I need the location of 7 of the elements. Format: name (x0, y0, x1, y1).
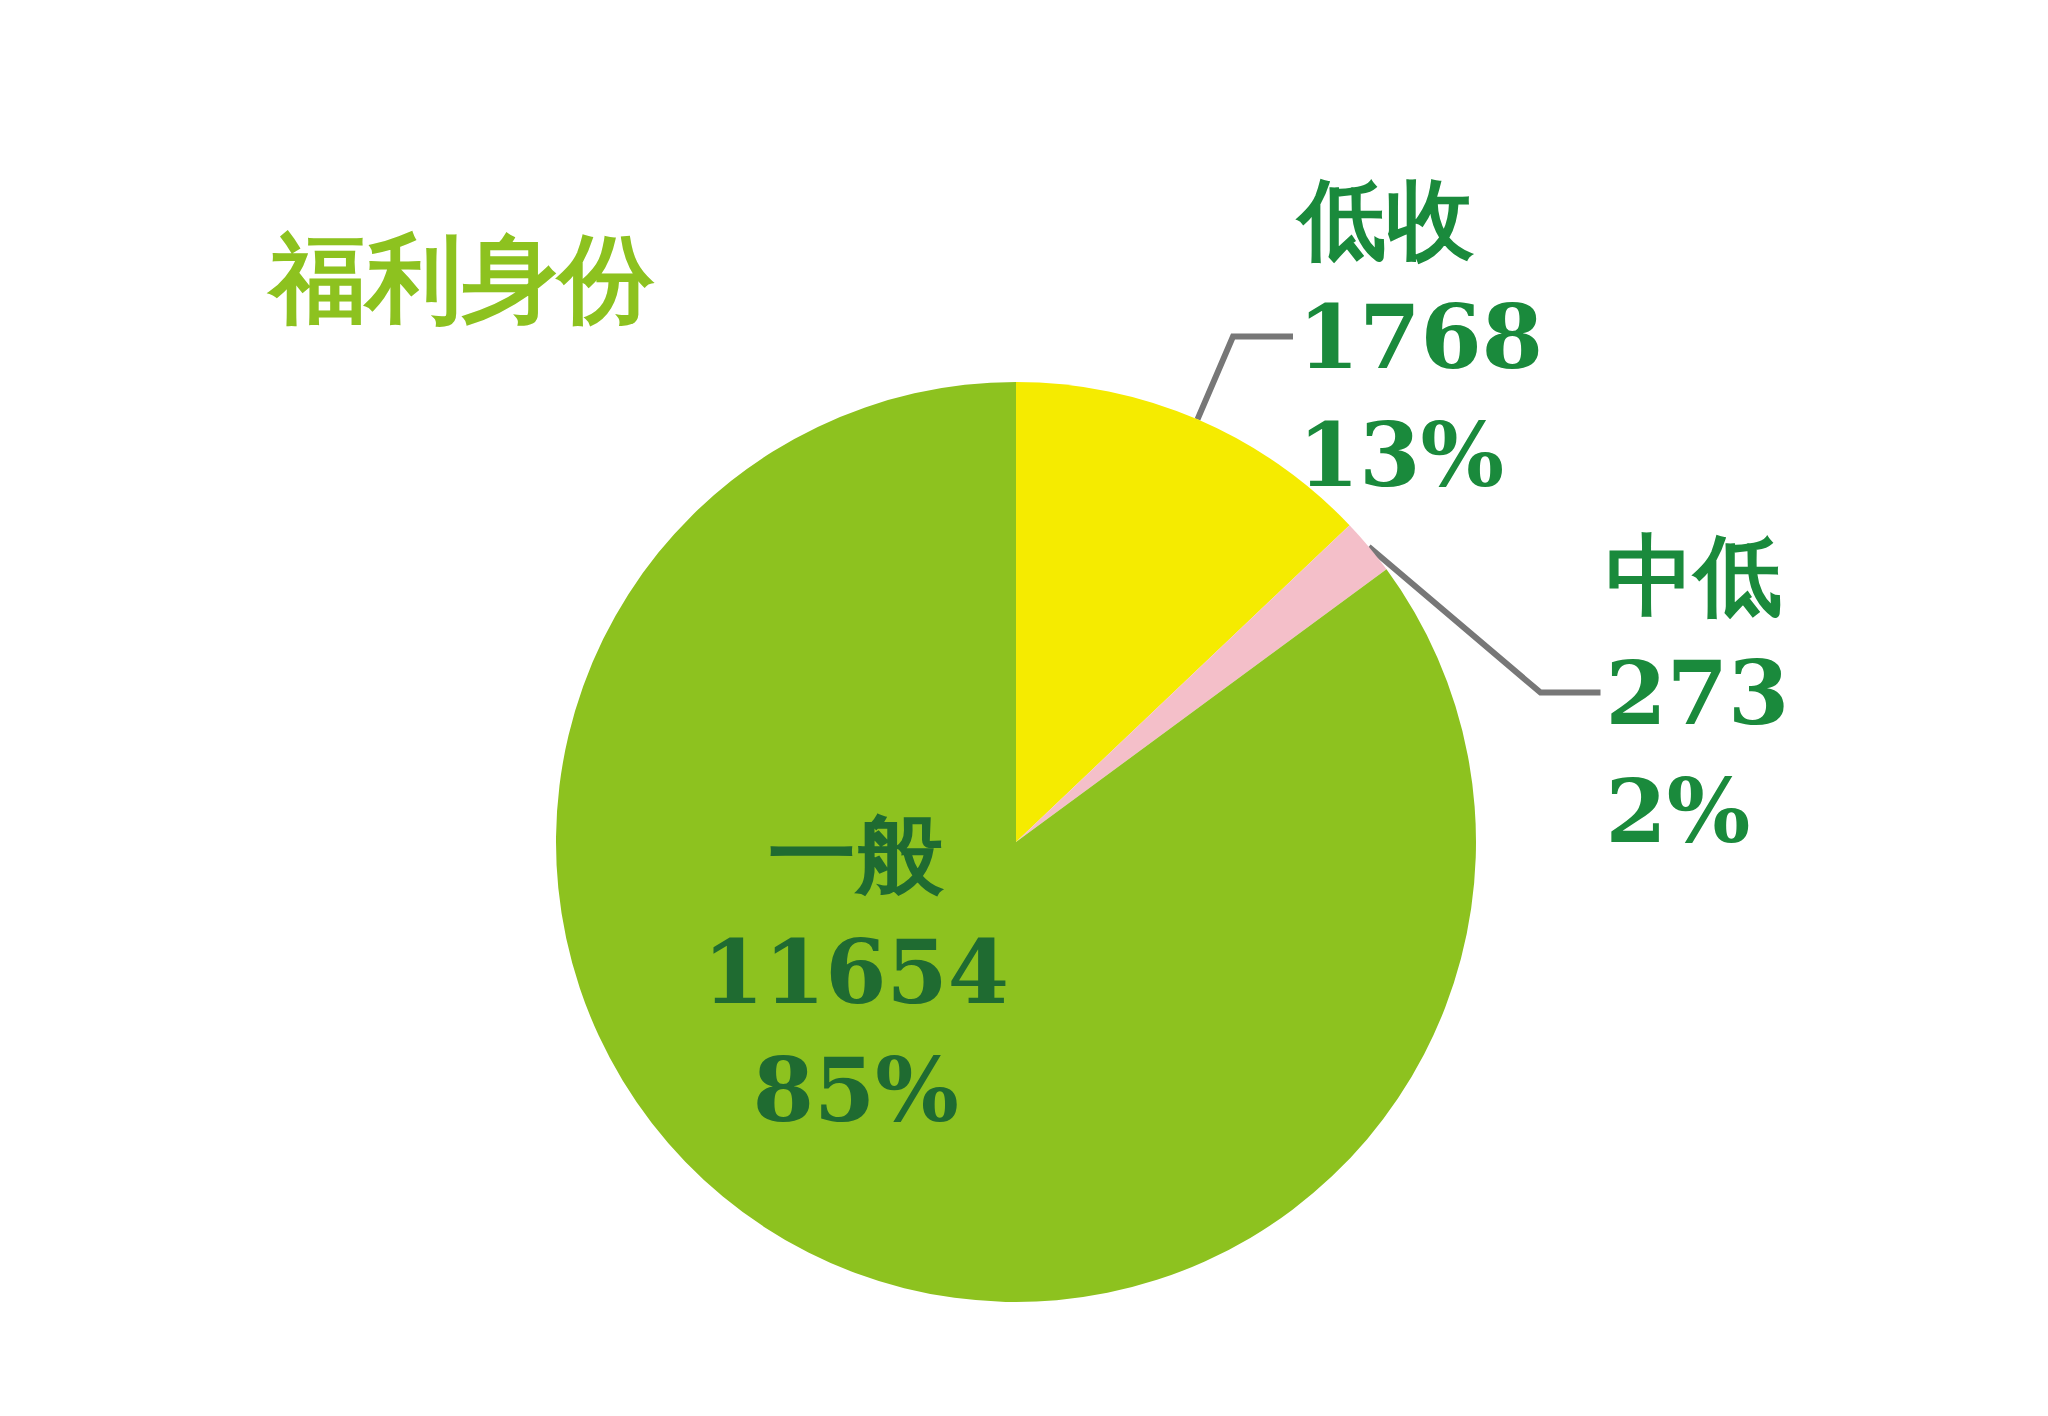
slice-label: 中低 (1605, 522, 1782, 627)
data-label: 11654 85% (702, 919, 1009, 1142)
slice-label: 一般 (767, 801, 945, 906)
slice-label: 低收 (1295, 166, 1475, 271)
data-label: 273 2% (1605, 640, 1790, 863)
data-label: 1768 13% (1298, 284, 1543, 507)
text: 福利身份 (266, 221, 655, 335)
